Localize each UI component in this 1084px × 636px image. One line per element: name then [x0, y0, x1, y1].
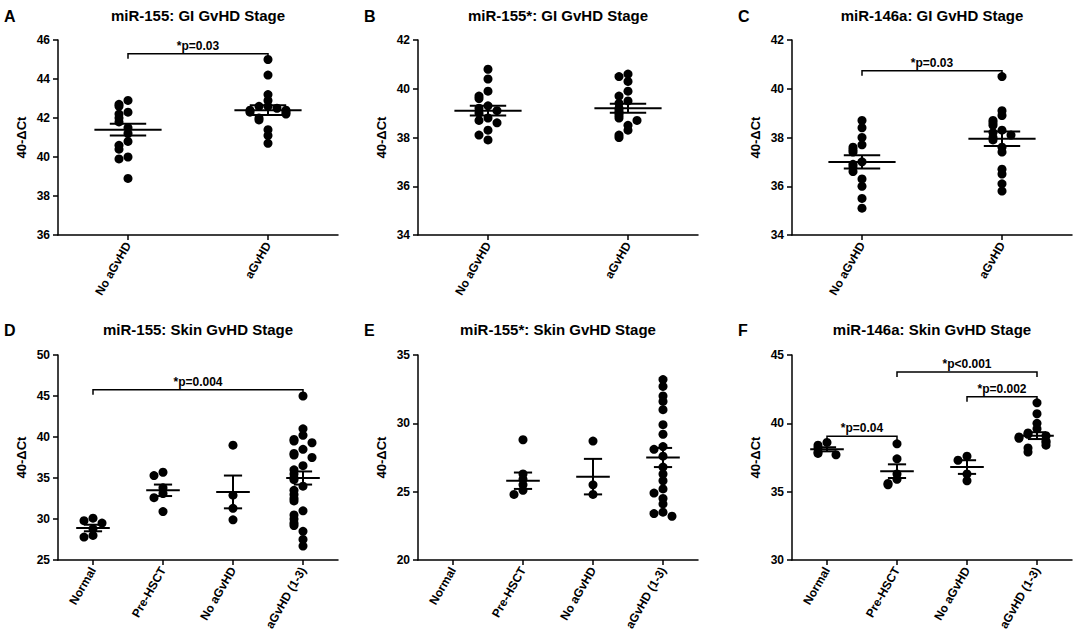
svg-text:20: 20: [397, 553, 411, 567]
svg-text:Pre-HSCT: Pre-HSCT: [863, 564, 903, 620]
svg-text:No aGvHD: No aGvHD: [452, 239, 494, 298]
svg-text:No aGvHD: No aGvHD: [557, 564, 599, 623]
svg-text:38: 38: [771, 131, 785, 145]
svg-text:Pre-HSCT: Pre-HSCT: [489, 564, 529, 620]
svg-text:25: 25: [37, 553, 51, 567]
svg-text:miR-155: Skin GvHD Stage: miR-155: Skin GvHD Stage: [103, 321, 293, 338]
svg-text:40-ΔCt: 40-ΔCt: [374, 436, 389, 479]
svg-text:35: 35: [37, 471, 51, 485]
svg-text:*p=0.03: *p=0.03: [911, 56, 954, 70]
svg-text:40: 40: [397, 82, 411, 96]
svg-text:45: 45: [771, 348, 785, 362]
svg-text:40-ΔCt: 40-ΔCt: [14, 436, 29, 479]
svg-text:45: 45: [37, 389, 51, 403]
svg-text:42: 42: [771, 33, 785, 47]
svg-text:*p=0.004: *p=0.004: [173, 375, 222, 389]
svg-text:No aGvHD: No aGvHD: [197, 564, 239, 623]
svg-text:40-ΔCt: 40-ΔCt: [14, 116, 29, 159]
svg-text:miR-155*: GI GvHD Stage: miR-155*: GI GvHD Stage: [468, 7, 648, 24]
svg-text:No aGvHD: No aGvHD: [931, 564, 973, 623]
svg-text:A: A: [4, 8, 16, 25]
svg-text:42: 42: [37, 111, 51, 125]
svg-text:40: 40: [771, 82, 785, 96]
svg-text:aGvHD (1-3): aGvHD (1-3): [997, 564, 1043, 630]
svg-text:*p=0.04: *p=0.04: [841, 421, 884, 435]
svg-text:aGvHD: aGvHD: [976, 239, 1008, 281]
svg-text:40-ΔCt: 40-ΔCt: [374, 116, 389, 159]
svg-text:No aGvHD: No aGvHD: [92, 239, 134, 298]
svg-text:44: 44: [37, 72, 51, 86]
svg-text:36: 36: [771, 179, 785, 193]
svg-text:miR-146a: GI GvHD Stage: miR-146a: GI GvHD Stage: [841, 7, 1024, 24]
svg-text:E: E: [364, 322, 375, 339]
svg-text:aGvHD (1-3): aGvHD (1-3): [623, 564, 669, 630]
svg-text:*p=0.002: *p=0.002: [977, 382, 1026, 396]
svg-text:miR-155*: Skin GvHD Stage: miR-155*: Skin GvHD Stage: [460, 321, 656, 338]
svg-text:aGvHD: aGvHD: [242, 239, 274, 281]
svg-text:Normal: Normal: [800, 564, 833, 607]
svg-text:30: 30: [37, 512, 51, 526]
svg-text:40-ΔCt: 40-ΔCt: [748, 436, 763, 479]
svg-text:miR-146a: Skin GvHD Stage: miR-146a: Skin GvHD Stage: [833, 321, 1031, 338]
svg-text:*p<0.001: *p<0.001: [942, 357, 991, 371]
svg-text:B: B: [364, 8, 376, 25]
svg-text:*p=0.03: *p=0.03: [177, 39, 220, 53]
svg-text:D: D: [4, 322, 16, 339]
svg-text:38: 38: [37, 189, 51, 203]
svg-text:34: 34: [397, 228, 411, 242]
svg-text:aGvHD: aGvHD: [602, 239, 634, 281]
svg-text:C: C: [738, 8, 750, 25]
svg-text:40: 40: [771, 416, 785, 430]
svg-text:40-ΔCt: 40-ΔCt: [748, 116, 763, 159]
svg-text:25: 25: [397, 485, 411, 499]
svg-text:F: F: [738, 322, 748, 339]
svg-text:34: 34: [771, 228, 785, 242]
svg-text:Normal: Normal: [426, 564, 459, 607]
svg-text:Normal: Normal: [66, 564, 99, 607]
svg-text:40: 40: [37, 430, 51, 444]
svg-text:No aGvHD: No aGvHD: [826, 239, 868, 298]
svg-text:30: 30: [771, 553, 785, 567]
svg-text:40: 40: [37, 150, 51, 164]
svg-text:35: 35: [397, 348, 411, 362]
svg-text:38: 38: [397, 131, 411, 145]
svg-text:35: 35: [771, 485, 785, 499]
svg-text:miR-155: GI GvHD Stage: miR-155: GI GvHD Stage: [111, 7, 285, 24]
svg-text:42: 42: [397, 33, 411, 47]
svg-text:36: 36: [397, 179, 411, 193]
svg-text:50: 50: [37, 348, 51, 362]
svg-text:30: 30: [397, 416, 411, 430]
svg-text:36: 36: [37, 228, 51, 242]
svg-text:46: 46: [37, 33, 51, 47]
svg-text:aGvHD (1-3): aGvHD (1-3): [263, 564, 309, 630]
svg-text:Pre-HSCT: Pre-HSCT: [129, 564, 169, 620]
